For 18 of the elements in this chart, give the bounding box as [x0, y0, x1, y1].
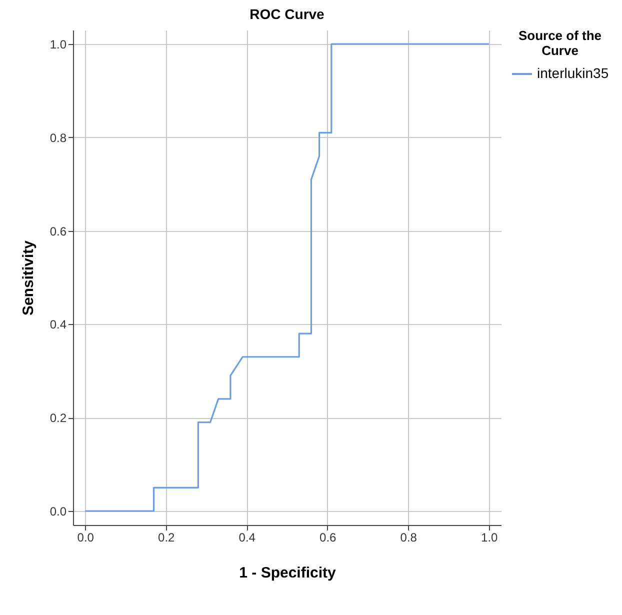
y-tick-label: 0.2 [50, 411, 67, 426]
chart-title: ROC Curve [250, 6, 325, 22]
y-tick-label: 0.0 [50, 504, 67, 518]
line-series [84, 43, 490, 512]
x-tick-label: 0.6 [320, 530, 337, 544]
y-axis-title: Sensitivity [20, 240, 37, 316]
x-tick-label: 0.0 [77, 530, 94, 544]
x-tick-label: 0.4 [238, 530, 256, 544]
legend-label: interlukin35 [537, 65, 609, 81]
legend-title: Source of the Curve [518, 28, 602, 58]
x-tick-label: 1.0 [481, 530, 498, 544]
y-tick-label: 0.4 [50, 318, 67, 332]
x-axis-title: 1 - Specificity [239, 564, 337, 582]
y-tick-label: 0.6 [50, 224, 67, 238]
x-tick-label: 0.8 [400, 530, 418, 544]
y-tick-label: 1.0 [50, 38, 67, 52]
x-tick-label: 0.2 [158, 530, 176, 544]
y-tick-label: 0.8 [50, 130, 67, 145]
